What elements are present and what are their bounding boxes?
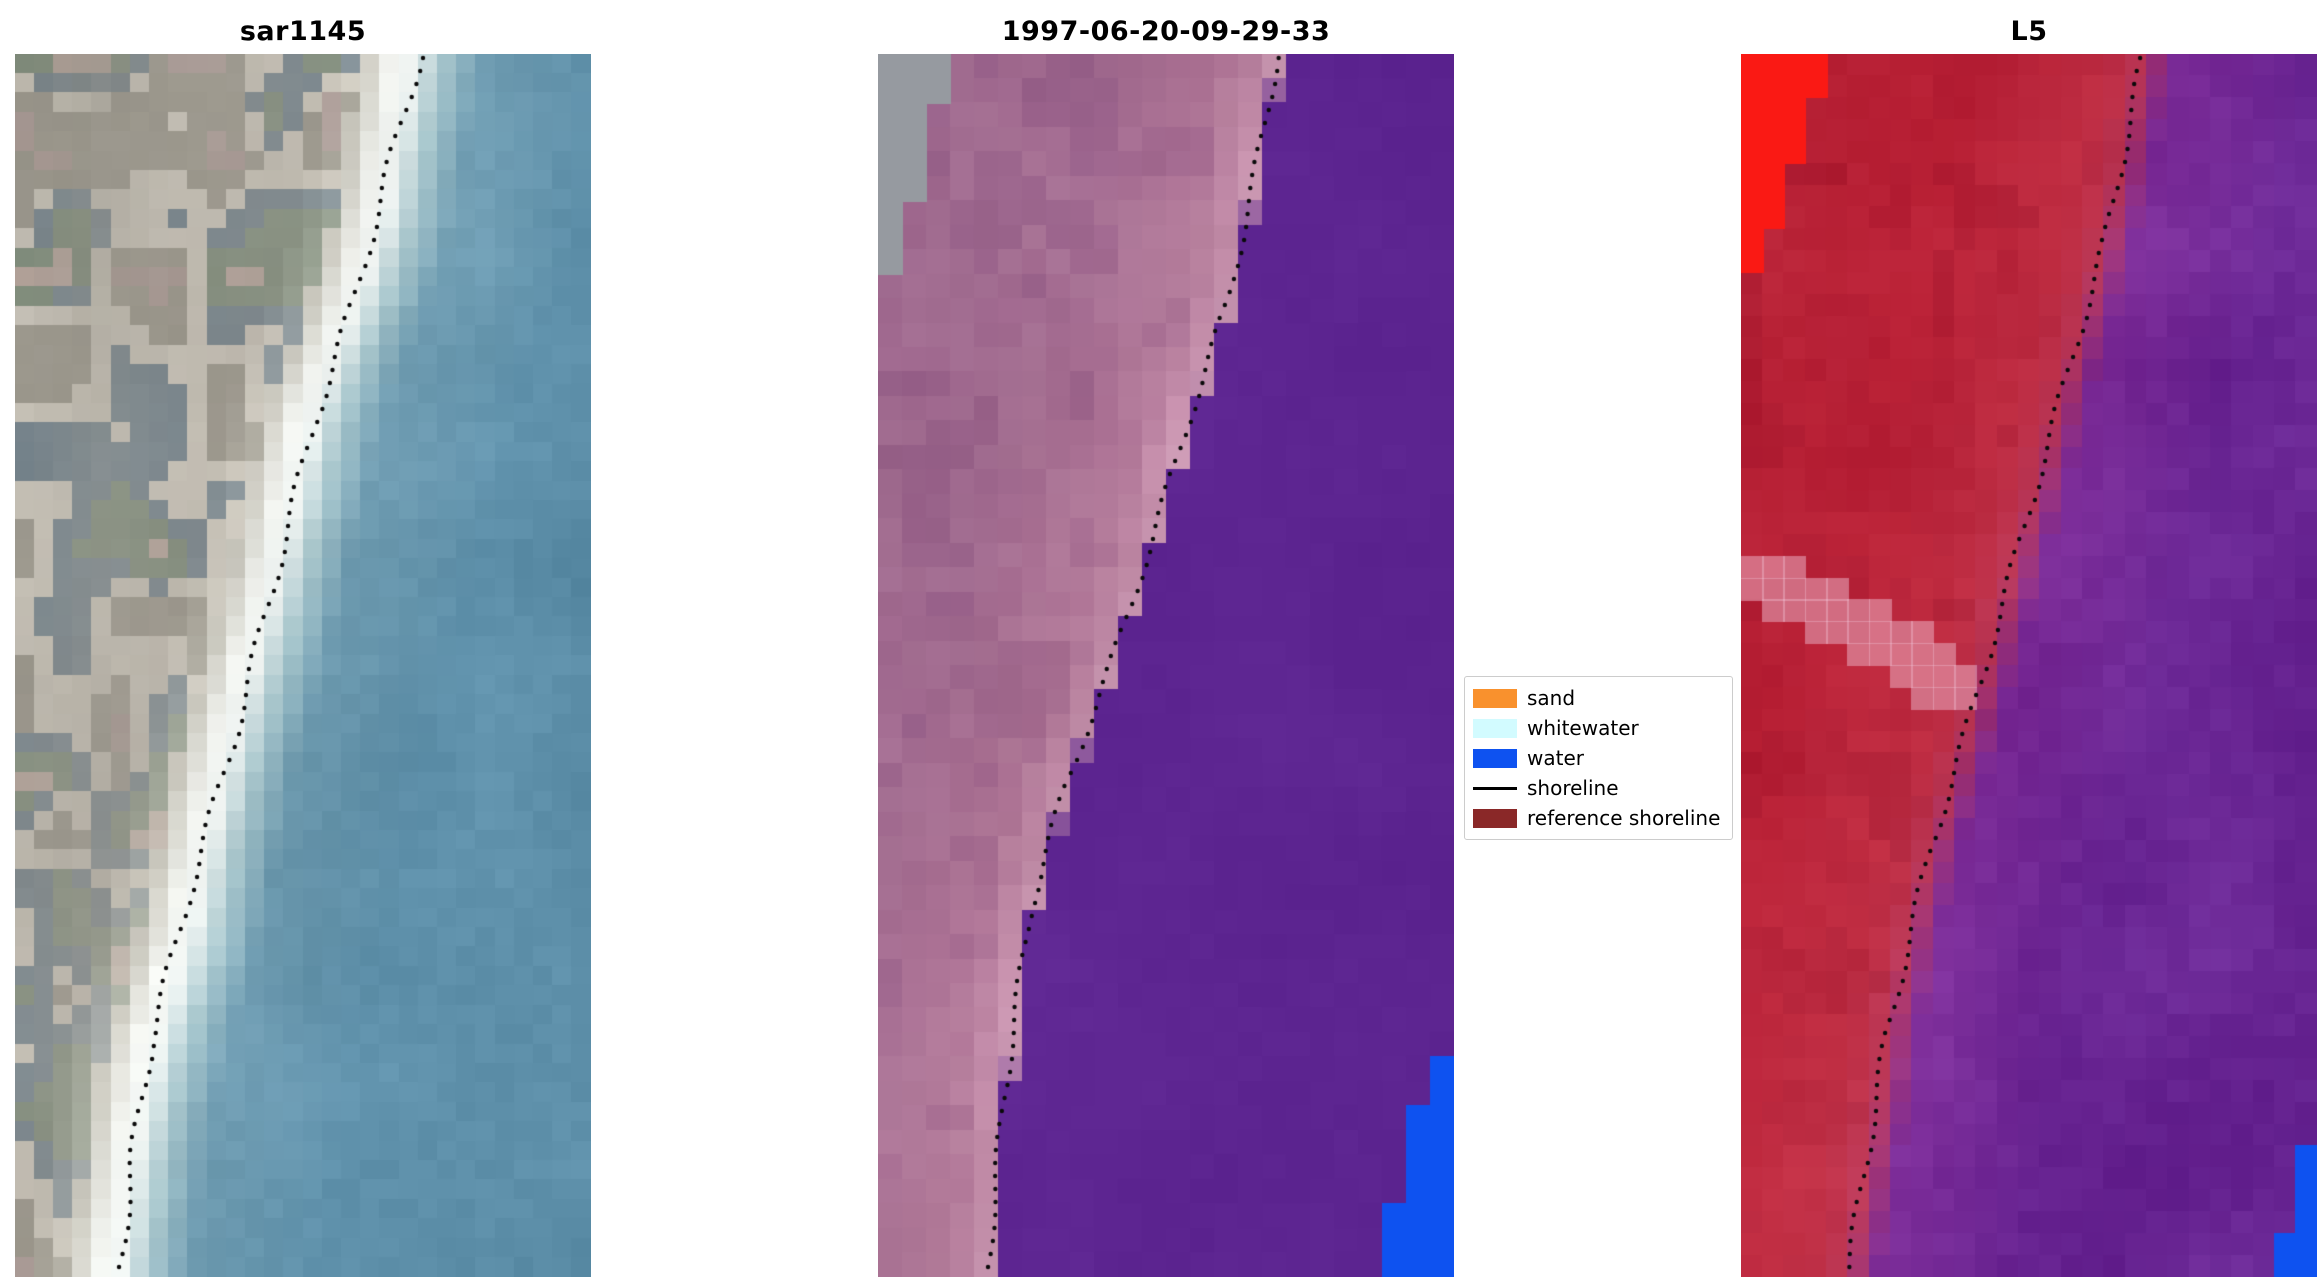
panel-l5: L5 bbox=[1741, 8, 2317, 1277]
legend-label: whitewater bbox=[1527, 716, 1639, 740]
legend: sand whitewater water shoreline reference sh… bbox=[1464, 676, 1734, 840]
legend-label: water bbox=[1527, 746, 1584, 770]
legend-item-water: water bbox=[1473, 743, 1720, 773]
reference-shoreline-swatch bbox=[1473, 808, 1517, 828]
sand-swatch bbox=[1473, 688, 1517, 708]
legend-label: sand bbox=[1527, 686, 1576, 710]
legend-label: reference shoreline bbox=[1527, 806, 1721, 830]
panel-title-sar1145: sar1145 bbox=[239, 15, 367, 47]
legend-item-sand: sand bbox=[1473, 683, 1720, 713]
satellite-image-sar1145 bbox=[15, 54, 591, 1277]
shoreline-line-swatch bbox=[1473, 786, 1517, 790]
panel-title-l5: L5 bbox=[2010, 15, 2048, 47]
legend-item-whitewater: whitewater bbox=[1473, 713, 1720, 743]
water-swatch bbox=[1473, 748, 1517, 768]
classified-image-canvas bbox=[878, 54, 1454, 1277]
panel-title-classified: 1997-06-20-09-29-33 bbox=[1001, 15, 1331, 47]
whitewater-swatch bbox=[1473, 718, 1517, 738]
panel-sar1145: sar1145 bbox=[15, 8, 591, 1277]
panel-classified: 1997-06-20-09-29-33 bbox=[878, 8, 1454, 1277]
false-color-image-canvas bbox=[1741, 54, 2317, 1277]
legend-item-shoreline: shoreline bbox=[1473, 773, 1720, 803]
legend-label: shoreline bbox=[1527, 776, 1619, 800]
legend-item-reference-shoreline: reference shoreline bbox=[1473, 803, 1720, 833]
